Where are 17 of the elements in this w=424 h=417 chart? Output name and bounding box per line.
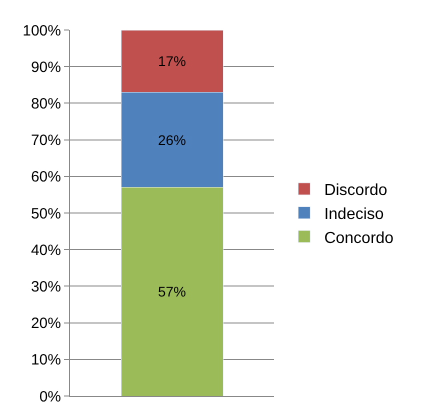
y-tick-label: 100% (22, 22, 61, 40)
legend-label: Concordo (324, 230, 394, 247)
y-tick-label: 30% (30, 278, 61, 296)
y-tick-label: 10% (30, 352, 61, 369)
y-tick-label: 50% (30, 205, 61, 222)
y-tick-label: 60% (30, 168, 61, 186)
data-label: 26% (158, 132, 186, 148)
y-tick-label: 70% (30, 132, 61, 150)
data-label: 57% (158, 284, 186, 300)
y-tick-label: 20% (30, 315, 61, 332)
legend-label: Discordo (324, 182, 388, 200)
y-tick-label: 0% (39, 388, 61, 406)
y-tick-label: 40% (30, 242, 61, 259)
data-label: 17% (158, 53, 186, 70)
y-tick-label: 80% (30, 95, 61, 112)
y-tick-label: 90% (30, 58, 61, 76)
legend-label: Indeciso (324, 206, 384, 223)
